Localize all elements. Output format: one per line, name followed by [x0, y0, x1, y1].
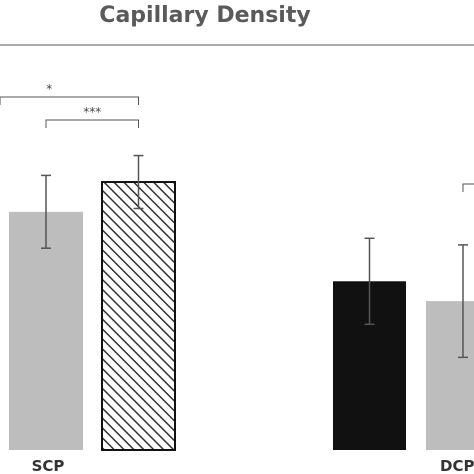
- significance-bracket-1: [0, 96, 139, 105]
- bar-dcp-2-error-bar: [458, 244, 468, 359]
- bar-scp-1-error-bar: [41, 174, 51, 249]
- significance-bracket-2: [45, 119, 139, 128]
- significance-label-1: *: [46, 82, 52, 96]
- bar-scp-1: [9, 211, 83, 450]
- category-label-dcp: DCP: [440, 457, 474, 474]
- bar-scp-2: [101, 181, 176, 451]
- significance-bracket-dcp-partial: [462, 183, 474, 192]
- bar-dcp-2: [426, 301, 474, 450]
- chart-title: Capillary Density: [99, 3, 310, 28]
- bars-layer: [9, 154, 474, 451]
- category-label-scp: SCP: [32, 457, 65, 474]
- significance-layer: ****: [0, 82, 474, 192]
- significance-label-2: ***: [83, 105, 101, 119]
- bar-scp-2-error-bar: [133, 154, 144, 210]
- bar-dcp-1-error-bar: [364, 237, 375, 326]
